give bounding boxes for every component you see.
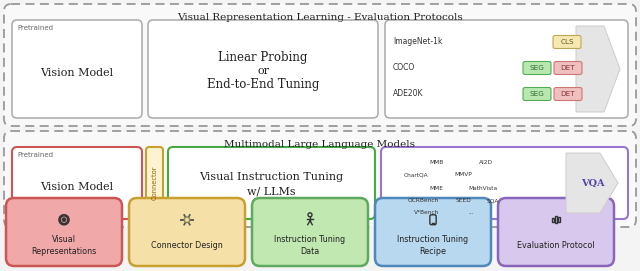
Text: Instruction Tuning
Data: Instruction Tuning Data	[275, 235, 346, 256]
Text: End-to-End Tuning: End-to-End Tuning	[207, 78, 319, 91]
FancyBboxPatch shape	[6, 198, 122, 266]
Text: MMVP: MMVP	[454, 173, 472, 178]
Text: Vision Model: Vision Model	[40, 68, 113, 78]
FancyBboxPatch shape	[498, 198, 614, 266]
Text: Visual Representation Learning - Evaluation Protocols: Visual Representation Learning - Evaluat…	[177, 13, 463, 22]
Circle shape	[62, 218, 66, 222]
FancyBboxPatch shape	[129, 198, 245, 266]
Polygon shape	[576, 26, 620, 112]
FancyBboxPatch shape	[381, 147, 628, 219]
FancyBboxPatch shape	[12, 20, 142, 118]
Text: SQA: SQA	[487, 198, 499, 204]
Text: OCRBench: OCRBench	[408, 198, 438, 204]
Text: AI2D: AI2D	[479, 160, 493, 164]
Text: COCO: COCO	[393, 63, 415, 73]
Text: Connector: Connector	[152, 166, 157, 200]
Text: SEG: SEG	[529, 91, 545, 97]
FancyBboxPatch shape	[554, 88, 582, 101]
Text: ImageNet-1k: ImageNet-1k	[393, 37, 442, 47]
FancyBboxPatch shape	[4, 4, 636, 126]
FancyBboxPatch shape	[4, 131, 636, 227]
Text: ADE20K: ADE20K	[393, 89, 424, 98]
Bar	[552, 218, 554, 222]
FancyBboxPatch shape	[252, 198, 368, 266]
Text: Pretrained: Pretrained	[17, 152, 53, 158]
Text: w/ LLMs: w/ LLMs	[247, 187, 296, 197]
Text: SEED: SEED	[455, 198, 471, 204]
Text: Evaluation Protocol: Evaluation Protocol	[517, 241, 595, 250]
FancyBboxPatch shape	[146, 147, 163, 219]
Text: MathVista: MathVista	[468, 186, 497, 191]
Text: or: or	[257, 66, 269, 76]
Circle shape	[184, 217, 190, 222]
Text: SEG: SEG	[529, 65, 545, 71]
Text: MMB: MMB	[429, 160, 443, 164]
Polygon shape	[566, 153, 618, 213]
Text: ...: ...	[468, 211, 474, 215]
Text: Pretrained: Pretrained	[17, 25, 53, 31]
Text: MME: MME	[429, 186, 443, 191]
FancyBboxPatch shape	[385, 20, 628, 118]
Text: DET: DET	[561, 91, 575, 97]
Text: VQA: VQA	[581, 179, 605, 188]
FancyBboxPatch shape	[553, 36, 581, 49]
Text: Linear Probing: Linear Probing	[218, 51, 308, 64]
Text: Multimodal Large Language Models: Multimodal Large Language Models	[225, 140, 415, 149]
FancyBboxPatch shape	[554, 62, 582, 75]
Text: V*Bench: V*Bench	[414, 211, 440, 215]
FancyBboxPatch shape	[523, 88, 551, 101]
Bar	[558, 217, 559, 222]
Bar	[555, 216, 557, 223]
FancyBboxPatch shape	[148, 20, 378, 118]
Text: Connector Design: Connector Design	[151, 241, 223, 250]
FancyBboxPatch shape	[375, 198, 491, 266]
FancyBboxPatch shape	[12, 147, 142, 219]
Text: Vision Model: Vision Model	[40, 182, 113, 192]
Text: Instruction Tuning
Recipe: Instruction Tuning Recipe	[397, 235, 468, 256]
Text: ChartQA: ChartQA	[404, 173, 428, 178]
Text: DET: DET	[561, 65, 575, 71]
FancyBboxPatch shape	[168, 147, 375, 219]
Text: CLS: CLS	[560, 39, 574, 45]
Text: Visual
Representations: Visual Representations	[31, 235, 97, 256]
FancyBboxPatch shape	[523, 62, 551, 75]
Text: Visual Instruction Tuning: Visual Instruction Tuning	[200, 172, 344, 182]
